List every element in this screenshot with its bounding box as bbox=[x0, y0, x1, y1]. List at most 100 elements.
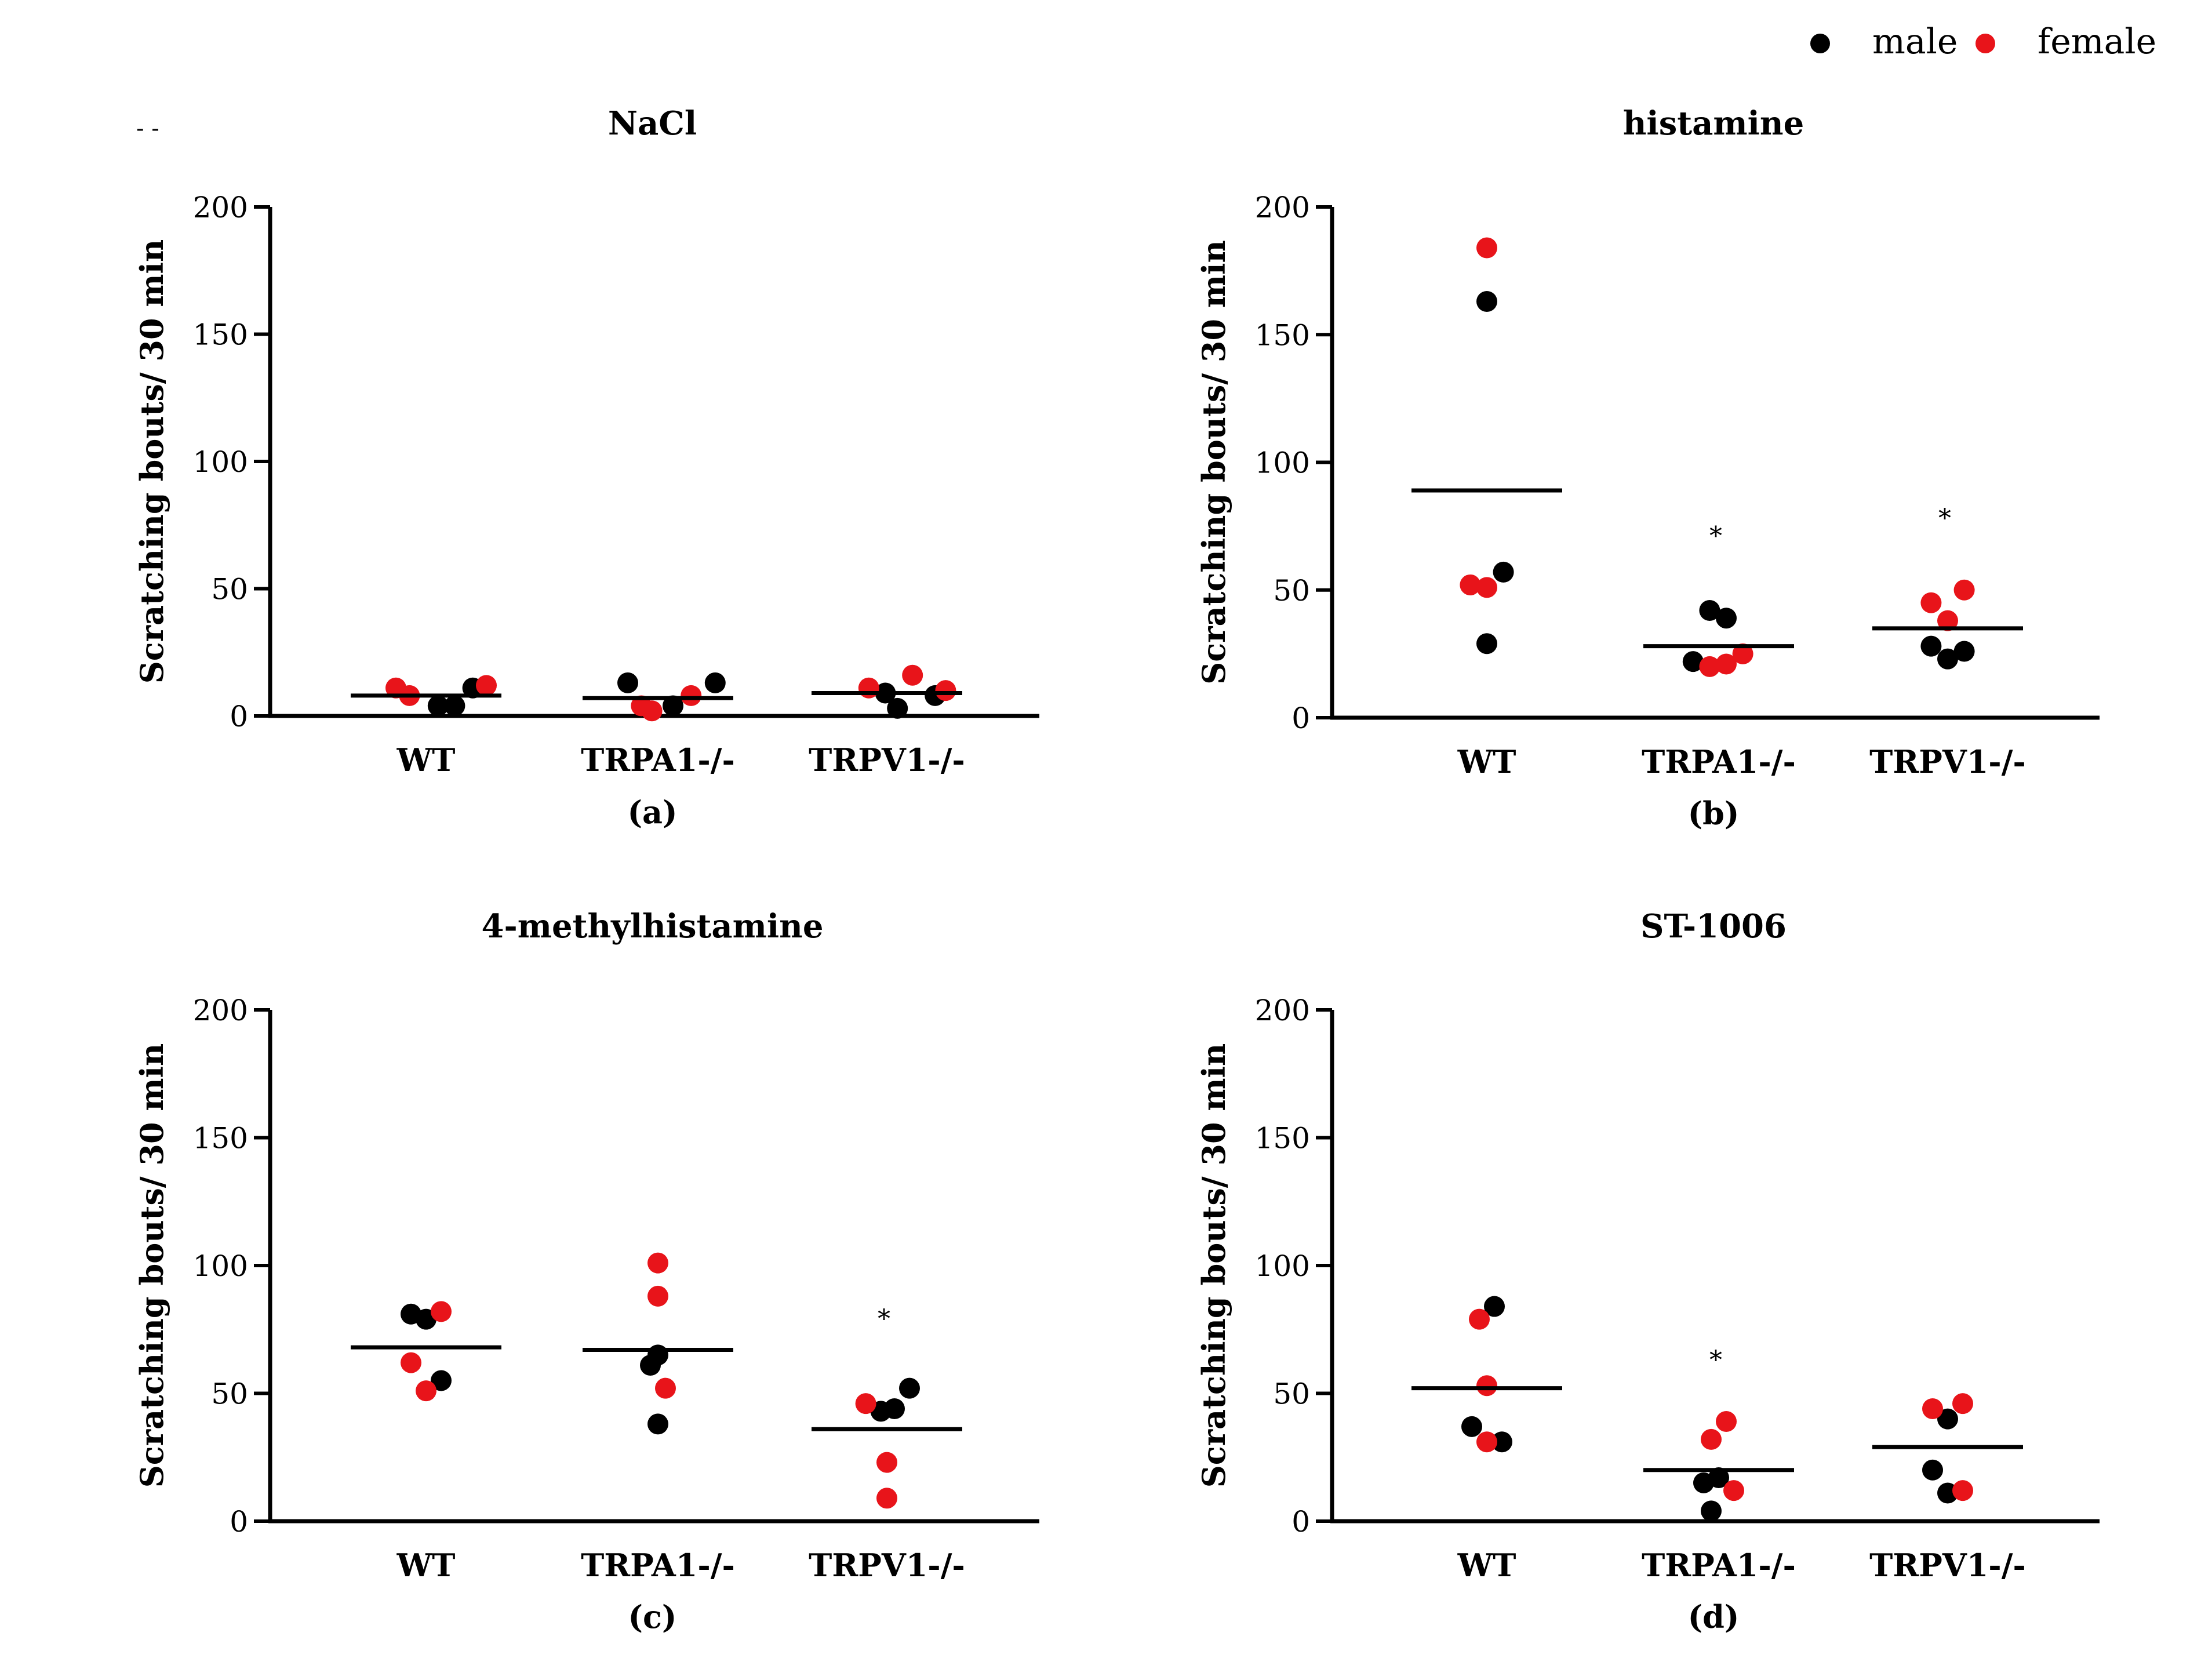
data-point-female bbox=[1460, 574, 1481, 595]
y-axis-label: Scratching bouts/ 30 min bbox=[133, 239, 170, 684]
data-point-male bbox=[704, 672, 726, 693]
data-point-female bbox=[647, 1285, 668, 1307]
x-tick-label: WT bbox=[396, 1547, 456, 1584]
y-tick-label: 200 bbox=[1255, 994, 1310, 1027]
data-point-female bbox=[647, 1252, 668, 1274]
legend-marker-female bbox=[1975, 34, 1995, 53]
y-axis-label: Scratching bouts/ 30 min bbox=[1195, 1043, 1232, 1488]
chart-title: histamine bbox=[1623, 104, 1804, 143]
y-tick-label: 50 bbox=[1273, 1377, 1310, 1411]
x-tick-label: TRPV1-/- bbox=[809, 1547, 965, 1584]
panel-a: NaCl 0 50 100 150 200 Scratching bouts/ 30 min… bbox=[133, 104, 1039, 831]
data-point-male bbox=[1461, 1416, 1482, 1437]
significance-mark: * bbox=[1709, 522, 1722, 551]
y-tick-label: 0 bbox=[1291, 701, 1310, 735]
data-point-male bbox=[1699, 599, 1720, 621]
y-tick-label: 150 bbox=[1255, 318, 1310, 352]
data-point-female bbox=[1953, 579, 1975, 601]
data-point-female bbox=[902, 664, 923, 686]
y-tick-label: 200 bbox=[1255, 191, 1310, 224]
y-tick-label: 50 bbox=[211, 1377, 248, 1411]
data-point-male bbox=[427, 695, 449, 717]
y-axis-label: Scratching bouts/ 30 min bbox=[1195, 240, 1232, 685]
data-point-male bbox=[1476, 633, 1497, 655]
data-point-female bbox=[1469, 1308, 1490, 1330]
data-point-female bbox=[1922, 1398, 1943, 1419]
y-tick-label: 150 bbox=[1255, 1122, 1310, 1155]
data-point-male bbox=[1716, 608, 1737, 629]
data-point-female bbox=[935, 680, 956, 701]
y-tick-label: 150 bbox=[193, 318, 248, 352]
legend-entry-female: female bbox=[1975, 21, 2156, 62]
data-point-female bbox=[1699, 656, 1720, 677]
data-point-female bbox=[1701, 1428, 1722, 1450]
data-point-male bbox=[1937, 1408, 1958, 1430]
data-point-male bbox=[647, 1413, 668, 1435]
data-point-male bbox=[663, 695, 683, 717]
data-point-female bbox=[476, 675, 497, 696]
data-point-female bbox=[1476, 237, 1497, 259]
data-point-female bbox=[1716, 653, 1737, 675]
x-tick-label: TRPA1-/- bbox=[581, 1547, 735, 1584]
legend-label-female: female bbox=[2038, 21, 2156, 62]
chart-title: 4-methylhistamine bbox=[481, 907, 823, 946]
data-point-female bbox=[1716, 1411, 1737, 1432]
data-point-male bbox=[1922, 1459, 1943, 1481]
data-point-female bbox=[1723, 1480, 1744, 1501]
y-tick-label: 0 bbox=[230, 1505, 248, 1539]
data-point-female bbox=[855, 1393, 876, 1415]
panel-label: (b) bbox=[1688, 795, 1740, 832]
y-tick-label: 100 bbox=[193, 1249, 248, 1283]
y-tick-label: 100 bbox=[1255, 1249, 1310, 1283]
y-tick-label: 150 bbox=[193, 1122, 248, 1155]
data-point-male bbox=[1491, 1431, 1512, 1453]
data-point-male bbox=[1484, 1296, 1505, 1317]
x-tick-label: WT bbox=[396, 741, 456, 779]
data-point-female bbox=[655, 1377, 676, 1399]
y-axis-label: Scratching bouts/ 30 min bbox=[133, 1043, 170, 1488]
legend: male female bbox=[1810, 21, 2156, 62]
panel-label: (a) bbox=[627, 794, 677, 831]
x-tick-label: TRPV1-/- bbox=[1869, 743, 2026, 780]
data-point-male bbox=[431, 1370, 452, 1391]
significance-mark: * bbox=[1709, 1346, 1722, 1375]
data-point-male bbox=[1953, 641, 1975, 662]
data-point-male bbox=[1708, 1467, 1729, 1489]
data-point-male bbox=[1701, 1500, 1722, 1522]
chart-title: ST-1006 bbox=[1640, 907, 1787, 946]
data-point-female bbox=[1476, 1431, 1497, 1453]
x-tick-label: TRPV1-/- bbox=[1869, 1547, 2026, 1584]
x-tick-label: TRPA1-/- bbox=[1642, 1547, 1796, 1584]
legend-label-male: male bbox=[1872, 21, 1958, 62]
data-point-male bbox=[884, 1398, 905, 1419]
x-tick-label: WT bbox=[1457, 1547, 1516, 1584]
panel-label: (d) bbox=[1688, 1598, 1740, 1635]
panel-c: 4-methylhistamine 0 50 100 150 200 Scratching … bbox=[133, 907, 1039, 1635]
data-point-female bbox=[681, 685, 702, 706]
panel-b: histamine 0 50 100 150 200 Scratching bouts/ 3… bbox=[1195, 104, 2100, 832]
data-point-female bbox=[1476, 577, 1497, 598]
data-point-male bbox=[1920, 635, 1942, 657]
y-tick-label: 100 bbox=[193, 445, 248, 479]
data-point-male bbox=[1476, 290, 1497, 312]
panel-label: (c) bbox=[628, 1598, 677, 1635]
significance-mark: * bbox=[878, 1304, 890, 1334]
y-tick-label: 50 bbox=[1273, 574, 1310, 608]
chart-title: NaCl bbox=[608, 104, 697, 143]
x-tick-label: TRPA1-/- bbox=[581, 741, 735, 779]
data-point-female bbox=[1952, 1393, 1973, 1415]
data-point-female bbox=[1920, 592, 1942, 613]
x-tick-label: TRPA1-/- bbox=[1642, 743, 1796, 780]
data-point-female bbox=[641, 700, 663, 722]
x-tick-label: WT bbox=[1457, 743, 1516, 780]
data-point-male bbox=[887, 697, 908, 719]
data-point-male bbox=[1682, 651, 1704, 672]
data-point-female bbox=[1476, 1375, 1497, 1397]
data-point-female bbox=[1732, 643, 1753, 664]
corner-mark: - - bbox=[136, 115, 159, 142]
data-point-male bbox=[444, 695, 465, 717]
data-point-male bbox=[899, 1377, 920, 1399]
data-point-female bbox=[431, 1301, 452, 1322]
legend-marker-male bbox=[1810, 34, 1830, 53]
